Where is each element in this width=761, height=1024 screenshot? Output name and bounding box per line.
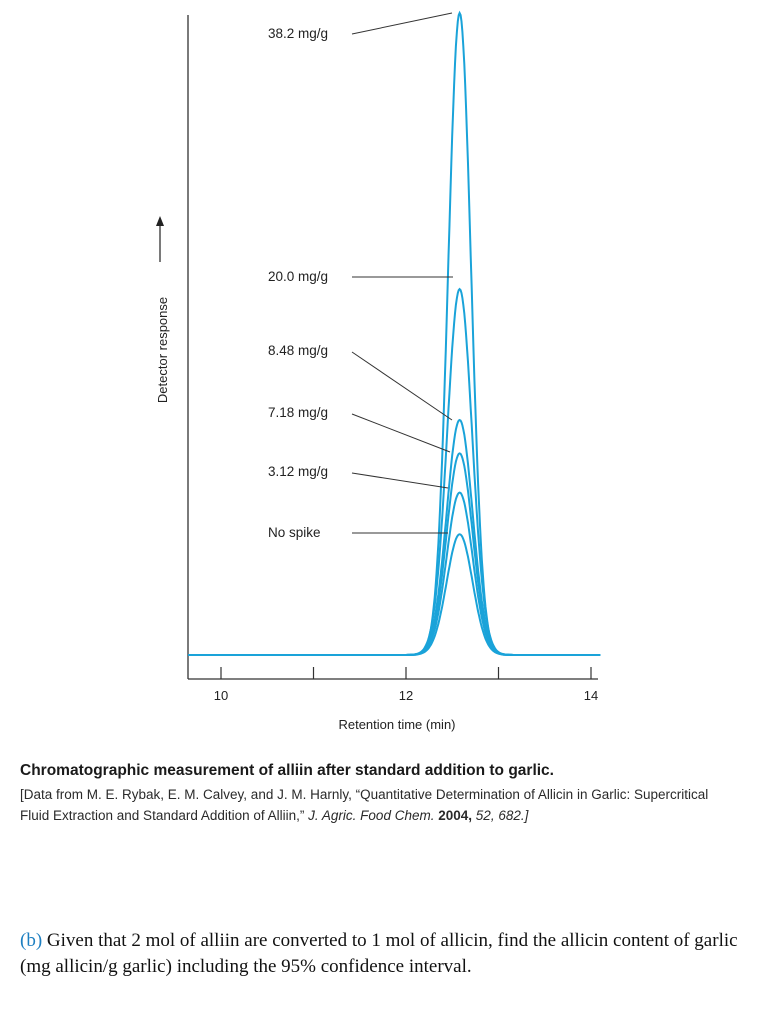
curve-4 xyxy=(188,452,601,656)
series-label-5: 3.12 mg/g xyxy=(268,464,328,479)
caption-year: 2004, xyxy=(438,808,473,823)
series-label-2: 20.0 mg/g xyxy=(268,269,328,284)
x-tick-label-12: 12 xyxy=(399,688,413,703)
y-arrow-head xyxy=(156,216,164,226)
chart-curves xyxy=(188,10,601,656)
question-label: (b) xyxy=(20,930,43,951)
caption-source-text: [Data from M. E. Rybak, E. M. Calvey, an… xyxy=(20,787,709,823)
chart-labels: 38.2 mg/g 20.0 mg/g 8.48 mg/g 7.18 mg/g 3.12… xyxy=(268,12,453,540)
caption-title: Chromatographic measurement of alliin af… xyxy=(20,762,554,779)
curve-1 xyxy=(188,10,601,656)
question-body: Given that 2 mol of alliin are converted… xyxy=(20,930,738,977)
curve-5 xyxy=(188,491,601,656)
caption-journal: J. Agric. Food Chem. xyxy=(308,808,435,823)
x-axis-title: Retention time (min) xyxy=(338,717,455,732)
curve-2 xyxy=(188,287,601,656)
series-label-1: 38.2 mg/g xyxy=(268,26,328,41)
x-tick-label-10: 10 xyxy=(214,688,228,703)
series-label-4: 7.18 mg/g xyxy=(268,405,328,420)
chromatogram-chart: 10 12 14 Retention time (min) Detector respo… xyxy=(155,10,601,732)
series-label-6: No spike xyxy=(268,525,321,540)
y-axis-title: Detector response xyxy=(155,297,170,403)
chart-axes: 10 12 14 Retention time (min) Detector respo… xyxy=(155,15,598,732)
leader-line-5 xyxy=(351,472,449,489)
figure-caption: Chromatographic measurement of alliin af… xyxy=(20,762,740,826)
curve-6 xyxy=(188,533,601,656)
curve-3 xyxy=(188,418,601,656)
question-text: (b) Given that 2 mol of alliin are conve… xyxy=(20,928,745,980)
leader-line-1 xyxy=(351,12,453,35)
leader-line-4 xyxy=(351,413,451,453)
caption-volume-page: 52, 682.] xyxy=(475,808,529,823)
series-label-3: 8.48 mg/g xyxy=(268,343,328,358)
caption-source: [Data from M. E. Rybak, E. M. Calvey, an… xyxy=(20,784,740,826)
leader-line-3 xyxy=(351,351,453,421)
x-tick-label-14: 14 xyxy=(584,688,598,703)
